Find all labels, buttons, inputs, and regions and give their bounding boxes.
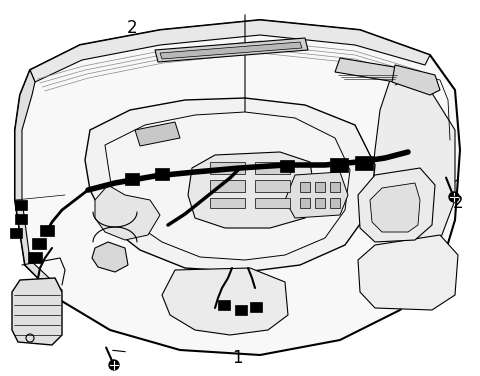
Polygon shape [358,235,458,310]
Polygon shape [358,168,435,242]
Polygon shape [300,198,310,208]
Polygon shape [162,268,288,335]
Polygon shape [160,42,302,59]
Polygon shape [280,160,294,172]
Polygon shape [15,214,27,224]
Polygon shape [15,200,27,210]
Polygon shape [250,302,262,312]
Polygon shape [210,162,245,174]
Text: 1: 1 [232,349,243,367]
Polygon shape [285,172,348,218]
Polygon shape [392,65,440,95]
Polygon shape [30,20,430,82]
Polygon shape [105,112,350,260]
Polygon shape [188,152,315,228]
Polygon shape [135,122,180,146]
Polygon shape [330,198,340,208]
Polygon shape [40,225,54,236]
Polygon shape [32,238,46,249]
Polygon shape [370,183,420,232]
Polygon shape [155,168,169,180]
Polygon shape [235,305,247,315]
Polygon shape [255,180,290,192]
Polygon shape [255,198,290,208]
Polygon shape [330,158,348,172]
Polygon shape [335,58,400,82]
Polygon shape [355,156,373,170]
Polygon shape [315,198,325,208]
Polygon shape [85,98,375,272]
Polygon shape [210,180,245,192]
Polygon shape [315,182,325,192]
Polygon shape [15,70,62,300]
Circle shape [109,360,119,370]
Polygon shape [12,278,62,345]
Polygon shape [10,228,22,238]
Polygon shape [125,173,139,185]
Text: 2: 2 [127,19,137,37]
Polygon shape [15,20,460,355]
Text: 2: 2 [453,194,464,212]
Polygon shape [92,242,128,272]
Polygon shape [255,162,290,174]
Polygon shape [28,252,42,263]
Circle shape [449,192,459,202]
Polygon shape [300,182,310,192]
Polygon shape [155,38,308,62]
Polygon shape [218,300,230,310]
Polygon shape [95,185,160,240]
Polygon shape [210,198,245,208]
Polygon shape [370,80,455,245]
Polygon shape [330,182,340,192]
